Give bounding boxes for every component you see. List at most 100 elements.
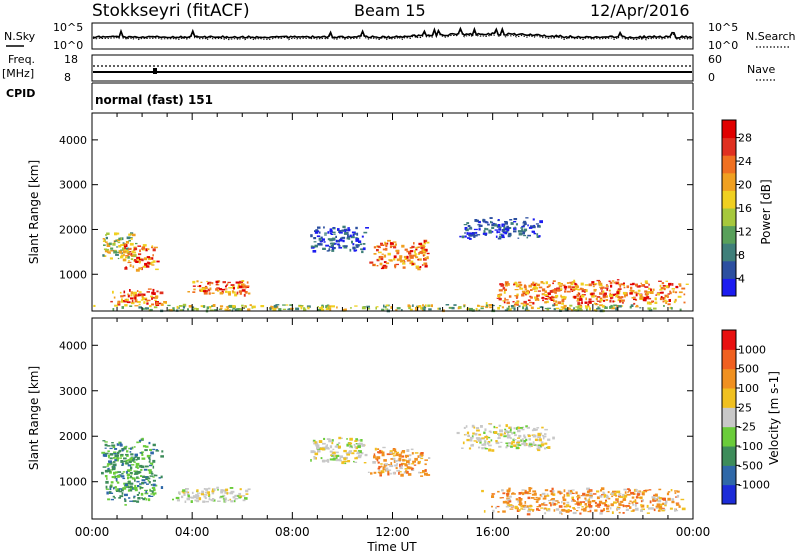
power-echo-cell (130, 294, 133, 297)
velocity-echo-cell (353, 460, 355, 463)
velocity-echo-cell (579, 512, 582, 515)
power-echo-cell (125, 241, 129, 244)
power-echo-cell (485, 302, 488, 305)
power-echo-cell (491, 230, 494, 233)
power-echo-cell (350, 236, 355, 239)
velocity-echo-cell (622, 498, 627, 501)
velocity-echo-cell (224, 491, 227, 494)
power-echo-cell (567, 307, 571, 310)
velocity-echo-cell (490, 439, 493, 442)
velocity-echo-cell (222, 498, 225, 500)
power-echo-cell (518, 305, 521, 308)
velocity-echo-cell (624, 491, 627, 494)
power-echo-cell (172, 307, 175, 310)
velocity-echo-cell (666, 492, 670, 496)
power-echo-cell (473, 228, 478, 231)
velocity-echo-cell (137, 485, 142, 488)
power-echo-cell (508, 295, 512, 298)
power-echo-cell (545, 295, 550, 297)
velocity-echo-cell (331, 441, 334, 445)
power-echo-cell (498, 289, 503, 292)
power-echo-cell (217, 280, 221, 283)
velocity-echo-cell (412, 467, 414, 470)
power-echo-cell (178, 305, 183, 307)
power-echo-cell (585, 289, 588, 293)
power-echo-cell (537, 298, 540, 301)
power-echo-cell (422, 308, 426, 311)
velocity-echo-cell (598, 500, 603, 504)
power-echo-cell (513, 305, 516, 307)
velocity-echo-cell (136, 500, 140, 503)
nave-tick-top: 60 (708, 53, 722, 66)
velocity-echo-cell (465, 425, 468, 428)
velocity-echo-cell (123, 460, 128, 462)
velocity-echo-cell (577, 494, 580, 497)
velocity-echo-cell (392, 455, 396, 457)
power-echo-cell (497, 306, 500, 310)
power-echo-cell (629, 305, 632, 309)
velocity-echo-cell (597, 506, 601, 508)
velocity-echo-cell (519, 427, 523, 429)
power-echo-cell (182, 303, 187, 307)
power-echo-cell (494, 229, 498, 231)
power-echo-cell (585, 297, 587, 301)
velocity-echo-cell (205, 488, 209, 491)
power-echo-cell (474, 234, 478, 237)
velocity-echo-cell (133, 495, 136, 498)
power-echo-cell (497, 295, 500, 297)
power-echo-cell (495, 235, 498, 238)
velocity-echo-cell (456, 431, 460, 435)
velocity-echo-cell (113, 471, 116, 475)
power-echo-cell (328, 248, 330, 251)
velocity-echo-cell (544, 489, 549, 492)
power-echo-cell (396, 252, 400, 254)
time-tick-label: 04:00 (175, 525, 210, 539)
power-echo-cell (641, 285, 646, 287)
power-echo-cell (409, 254, 413, 257)
power-echo-cell (411, 245, 415, 249)
power-echo-cell (342, 225, 346, 229)
velocity-echo-cell (398, 471, 402, 473)
power-echo-cell (295, 307, 300, 311)
power-echo-cell (596, 300, 600, 302)
power-echo-cell (562, 298, 567, 300)
velocity-echo-cell (640, 500, 643, 503)
velocity-echo-cell (517, 427, 521, 429)
velocity-echo-cell (541, 444, 544, 447)
power-echo-cell (226, 284, 228, 286)
power-echo-cell (408, 305, 412, 307)
power-echo-cell (647, 307, 652, 310)
velocity-echo-cell (127, 459, 130, 461)
velocity-echo-cell (145, 498, 148, 501)
velocity-echo-cell (547, 499, 551, 502)
velocity-echo-cell (149, 464, 153, 467)
power-echo-cell (598, 282, 603, 286)
velocity-echo-cell (145, 477, 148, 480)
power-echo-cell (424, 264, 428, 268)
velocity-echo-cell (533, 444, 537, 446)
velocity-echo-cell (588, 505, 593, 508)
velocity-echo-cell (535, 444, 539, 447)
velocity-echo-cell (138, 439, 142, 442)
velocity-echo-cell (518, 503, 522, 506)
velocity-echo-cell (104, 443, 108, 447)
power-echo-cell (313, 237, 317, 240)
velocity-echo-cell (335, 456, 338, 459)
power-echo-cell (209, 306, 212, 308)
velocity-echo-cell (129, 500, 133, 502)
power-echo-cell (156, 290, 159, 293)
power-echo-cell (236, 291, 239, 295)
power-echo-cell (123, 290, 126, 294)
power-echo-cell (147, 248, 150, 251)
power-echo-cell (206, 306, 209, 310)
velocity-echo-cell (542, 437, 545, 440)
power-echo-cell (671, 283, 674, 286)
velocity-echo-cell (542, 434, 545, 437)
power-echo-cell (244, 291, 248, 294)
velocity-echo-cell (516, 441, 521, 444)
power-echo-cell (316, 235, 321, 238)
power-echo-cell (105, 248, 110, 251)
velocity-colorbar-swatch (722, 426, 736, 447)
velocity-echo-cell (552, 436, 555, 440)
velocity-echo-cell (680, 498, 685, 501)
